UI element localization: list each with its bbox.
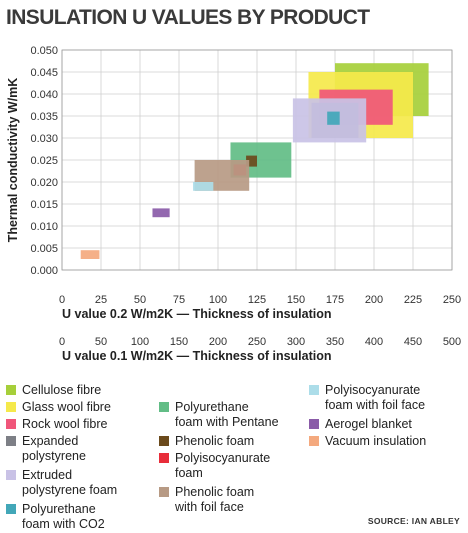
legend-label: Polyisocyanurate foam: [175, 451, 271, 480]
legend-swatch: [6, 419, 16, 429]
legend-label: Phenolic foam with foil face: [175, 485, 255, 514]
legend-label: Polyisocyanurate foam with foil face: [325, 383, 426, 412]
y-tick-label: 0.020: [30, 177, 58, 189]
y-tick-label: 0.000: [30, 265, 58, 277]
legend-item: Polyisocyanurate foam with foil face: [309, 383, 425, 413]
y-tick-label: 0.045: [30, 67, 58, 79]
x2-tick-label: 0: [59, 336, 65, 348]
x-tick-label: 225: [404, 294, 422, 306]
plot-area: 0.000 0.005 0.010 0.015 0.020 0.025 0.030 0.035…: [6, 45, 461, 363]
range-polyisocyanurate-foam-with-foil-face: [193, 182, 214, 191]
x2-tick-label: 500: [443, 336, 461, 348]
data-marks: [80, 63, 429, 259]
x-axis-title: U value 0.2 W/m2K — Thickness of insulat…: [62, 307, 332, 321]
x2-tick-label: 350: [326, 336, 344, 348]
x-tick-label: 100: [209, 294, 227, 306]
x2-tick-label: 200: [209, 336, 227, 348]
source-credit: SOURCE: IAN ABLEY: [367, 516, 460, 526]
legend-swatch: [309, 419, 319, 429]
legend-label: Extruded polystyrene foam: [22, 468, 118, 497]
y-tick-label: 0.025: [30, 155, 58, 167]
legend-label: Polyurethane foam with CO2: [22, 502, 105, 531]
x2-axis-title: U value 0.1 W/m2K — Thickness of insulat…: [62, 349, 332, 363]
y-tick-label: 0.035: [30, 111, 58, 123]
x2-tick-label: 150: [170, 336, 188, 348]
legend-swatch: [159, 453, 169, 463]
x-tick-label: 50: [134, 294, 146, 306]
legend-swatch: [159, 436, 169, 446]
axes: 0.000 0.005 0.010 0.015 0.020 0.025 0.030 0.035…: [30, 45, 461, 348]
y-axis-title: Thermal conductivity W/mK: [6, 78, 20, 243]
x-tick-label: 0: [59, 294, 65, 306]
range-polyurethane-foam-with-co2: [327, 111, 340, 125]
legend-item: Glass wool fibre: [6, 400, 111, 415]
y-tick-label: 0.030: [30, 133, 58, 145]
y-tick-label: 0.010: [30, 221, 58, 233]
legend-label: Expanded polystyrene: [22, 434, 86, 463]
legend-item: Extruded polystyrene foam: [6, 468, 117, 498]
legend-item: Aerogel blanket: [309, 417, 412, 432]
legend-item: Polyurethane foam with CO2: [6, 502, 105, 532]
x2-tick-label: 100: [131, 336, 149, 348]
y-tick-label: 0.015: [30, 199, 58, 211]
legend-item: Vacuum insulation: [309, 434, 426, 449]
legend-swatch: [309, 385, 319, 395]
legend-item: Polyurethane foam with Pentane: [159, 400, 279, 430]
plot-frame: [61, 49, 453, 271]
chart-title: INSULATION U VALUES BY PRODUCT: [6, 6, 370, 29]
x2-tick-label: 300: [287, 336, 305, 348]
x-tick-label: 175: [326, 294, 344, 306]
x2-tick-label: 250: [248, 336, 266, 348]
range-vacuum-insulation: [80, 250, 100, 259]
legend-item: Phenolic foam: [159, 434, 254, 449]
x2-tick-label: 50: [95, 336, 107, 348]
y-tick-label: 0.040: [30, 89, 58, 101]
legend-swatch: [159, 487, 169, 497]
legend-swatch: [6, 385, 16, 395]
range-aerogel-blanket: [152, 208, 170, 218]
x-tick-label: 150: [287, 294, 305, 306]
legend-label: Vacuum insulation: [325, 434, 427, 448]
legend-label: Rock wool fibre: [22, 417, 108, 431]
y-tick-label: 0.050: [30, 45, 58, 57]
legend-swatch: [159, 402, 169, 412]
legend: Cellulose fibre Glass wool fibre Rock wool…: [4, 380, 466, 531]
legend-label: Cellulose fibre: [22, 383, 102, 397]
legend-item: Polyisocyanurate foam: [159, 451, 270, 481]
legend-label: Glass wool fibre: [22, 400, 111, 414]
legend-item: Cellulose fibre: [6, 383, 101, 398]
legend-swatch: [6, 436, 16, 446]
y-tick-label: 0.005: [30, 243, 58, 255]
x-tick-label: 125: [248, 294, 266, 306]
legend-label: Polyurethane foam with Pentane: [175, 400, 279, 429]
x2-tick-label: 450: [404, 336, 422, 348]
legend-label: Aerogel blanket: [325, 417, 412, 431]
range-phenolic-foam: [246, 155, 257, 167]
legend-swatch: [6, 402, 16, 412]
legend-label: Phenolic foam: [175, 434, 255, 448]
legend-item: Rock wool fibre: [6, 417, 107, 432]
x-tick-label: 200: [365, 294, 383, 306]
x-tick-label: 250: [443, 294, 461, 306]
legend-item: Expanded polystyrene: [6, 434, 86, 464]
legend-item: Phenolic foam with foil face: [159, 485, 254, 515]
x-tick-label: 75: [173, 294, 185, 306]
legend-swatch: [6, 470, 16, 480]
legend-swatch: [6, 504, 16, 514]
x2-tick-label: 400: [365, 336, 383, 348]
legend-swatch: [309, 436, 319, 446]
x-tick-label: 25: [95, 294, 107, 306]
